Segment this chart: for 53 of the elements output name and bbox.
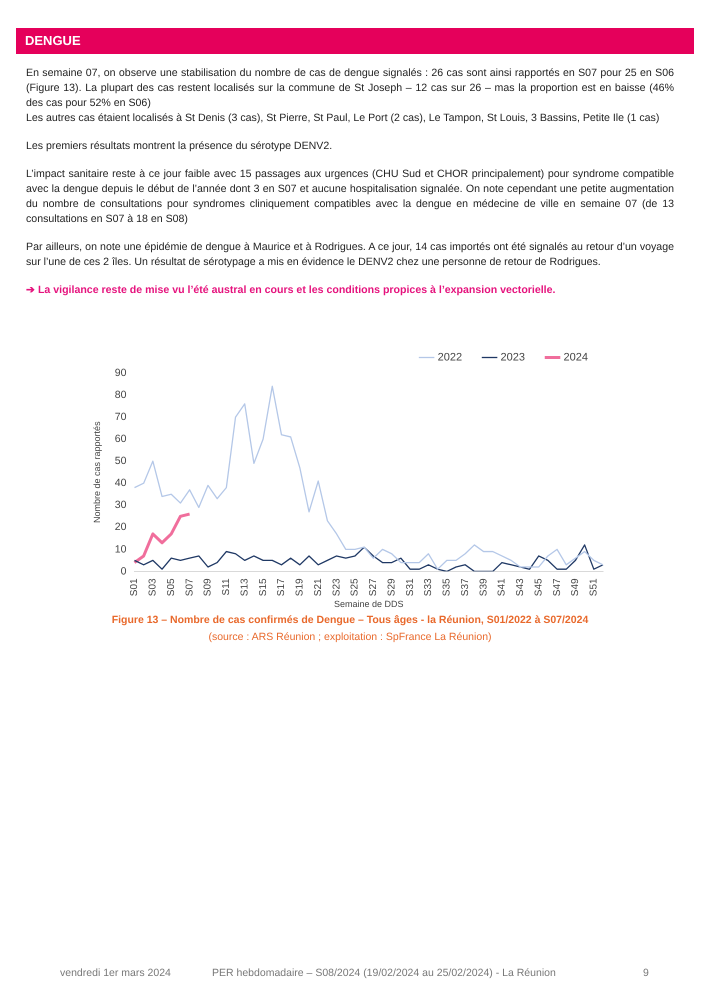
x-tick-label: S35 [442,578,453,596]
x-tick-label: S25 [350,578,361,596]
x-tick-label: S01 [129,578,140,596]
x-tick-label: S09 [202,578,214,596]
x-tick-label: S45 [533,578,544,596]
y-tick-label: 60 [114,433,127,446]
x-tick-label: S11 [221,578,232,596]
x-tick-label: S37 [460,578,471,596]
text: Par ailleurs, on note une épidémie de dengue à Maurice et à Rodrigues. A ce jour, 14 cas importés ont été signalés au retour d’un voyage sur l’une de ces 2 îles. Un résultat de sérotypage a mis en évidence le DENV2 chez une personne de retour de Rodrigues. [26,240,674,270]
y-tick-label: 80 [114,388,127,401]
x-tick-label: S07 [184,578,196,596]
y-tick-label: 40 [114,477,127,490]
text: 9 [643,967,649,979]
chart-subtitle: DENGUE [16,28,694,54]
x-tick-label: S49 [570,578,582,596]
y-tick-label: 90 [114,366,127,379]
x-tick-label: S29 [386,578,398,596]
x-axis-title: Semaine de DDS [334,599,404,610]
y-tick-label: 70 [114,410,127,423]
y-tick-label: 50 [114,455,127,468]
legend-label: 2024 [564,352,588,364]
x-tick-label: S15 [258,578,269,596]
x-tick-label: S33 [423,578,434,596]
y-tick-label: 30 [114,499,127,512]
text: En semaine 07, on observe une stabilisation du nombre de cas de dengue signalés : 26 cas sont ainsi rapportés en S07 pour 25 en S06 (Figure 13). La plupart des cas restent localisés sur la commune de St Joseph – 12 cas sur 26 – mas la proportion est en baisse (46% des cas pour 52% en S06) [26,66,674,111]
y-axis-title: Nombre de cas rapportés [92,420,102,523]
x-tick-label: S05 [166,578,177,596]
x-tick-label: S31 [404,578,416,596]
x-tick-label: S43 [515,578,526,596]
x-tick-label: S47 [552,578,563,596]
x-tick-label: S23 [331,578,342,596]
x-tick-label: S13 [239,578,250,596]
x-tick-label: S27 [368,578,380,596]
text: PER hebdomadaire – S08/2024 (19/02/2024 au 25/02/2024) - La Réunion [212,967,556,979]
legend-label: 2022 [438,352,462,364]
y-tick-label: 10 [114,543,127,556]
legend-label: 2023 [500,352,526,364]
x-tick-label: S51 [588,578,600,596]
text: Les autres cas étaient localisés à St Denis (3 cas), St Pierre, St Paul, Le Port (2 cas), Le Tampon, St Louis, 3 Bassins, Petite Ile (1 cas) [26,111,660,126]
text: ➔ La vigilance reste de mise vu l’été austral en cours et les conditions propices à l’expansion vectorielle. [26,283,556,298]
x-tick-label: S21 [312,578,324,596]
text: Les premiers résultats montrent la présence du sérotype DENV2. [26,139,334,154]
text: (source : ARS Réunion ; exploitation : SpFrance La Réunion) [207,630,493,645]
text: vendredi 1er mars 2024 [60,967,171,979]
x-tick-label: S03 [148,578,159,596]
x-tick-label: S19 [294,578,306,596]
x-tick-label: S17 [276,578,288,596]
text: L’impact sanitaire reste à ce jour faible avec 15 passages aux urgences (CHU Sud et CHOR principalement) pour syndrome compatible avec la dengue depuis le début de l’année dont 3 en S07 et aucune hospitalisation signalée. On note cependant une petite augmentation du nombre de consultations pour syndromes cliniquement compatibles avec la dengue en médecine de ville en semaine 07 (de 13 consultations en S07 à 18 en S08) [26,167,674,227]
text: Figure 13 – Nombre de cas confirmés de Dengue – Tous âges - la Réunion, S01/2022 à S07/2024 [110,613,590,628]
x-tick-label: S39 [478,578,490,596]
y-tick-label: 20 [114,521,127,534]
x-tick-label: S41 [496,578,508,596]
y-tick-label: 0 [120,565,127,578]
